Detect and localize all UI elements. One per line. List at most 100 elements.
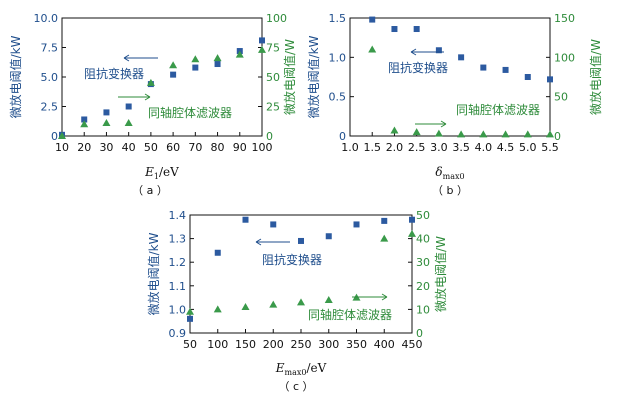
data-point-coaxial-filter xyxy=(124,119,133,127)
right-tick-label: 0 xyxy=(554,130,561,143)
data-point-coaxial-filter xyxy=(258,45,266,53)
left-tick-label: 1.2 xyxy=(169,256,187,269)
data-point-coaxial-filter xyxy=(146,78,155,86)
chart-panel-a: 10 20 30 40 50 60 70 80 90 100 0 2.5 5.0 7.5 10.0 0 25… xyxy=(8,12,297,197)
data-point-impedance-transformer xyxy=(391,26,398,33)
data-point-impedance-transformer xyxy=(524,74,531,80)
data-point-coaxial-filter xyxy=(186,307,194,315)
x-axis-ticks: 50 100 150 200 250 300 350 400 450 xyxy=(183,329,423,351)
x-tick-label: 80 xyxy=(211,141,225,154)
data-point-impedance-transformer xyxy=(353,221,360,228)
data-point-coaxial-filter xyxy=(269,300,278,308)
x-tick-label: 450 xyxy=(402,338,423,351)
right-arrow-icon xyxy=(415,120,447,128)
legend-coaxial-filter: 同轴腔体滤波器 xyxy=(415,102,540,128)
left-tick-label: 1.0 xyxy=(329,51,347,64)
x-tick-label: 40 xyxy=(122,141,136,154)
data-point-impedance-transformer xyxy=(458,54,465,61)
legend-impedance-transformer: 阻抗变换器 xyxy=(388,48,448,75)
legend-label: 同轴腔体滤波器 xyxy=(148,105,232,120)
x-axis-label-sub: max0 xyxy=(443,172,465,181)
data-point-coaxial-filter xyxy=(102,119,111,127)
left-axis-ticks: 0.9 1.0 1.1 1.2 1.3 1.4 xyxy=(169,209,194,340)
data-marks xyxy=(58,37,266,139)
x-tick-label: 4.0 xyxy=(475,141,493,154)
x-tick-label: 400 xyxy=(374,338,395,351)
data-point-coaxial-filter xyxy=(434,129,443,137)
data-point-coaxial-filter xyxy=(297,298,305,306)
legend-label: 阻抗变换器 xyxy=(262,252,322,267)
x-axis-ticks: 1.0 1.5 2.0 2.5 3.0 3.5 4.0 4.5 5.0 5.5 xyxy=(341,132,559,154)
data-point-coaxial-filter xyxy=(368,45,377,53)
right-tick-label: 50 xyxy=(554,91,568,104)
data-marks xyxy=(368,16,554,138)
data-point-impedance-transformer xyxy=(192,64,199,71)
right-tick-label: 20 xyxy=(416,280,430,293)
x-tick-label: 350 xyxy=(346,338,367,351)
x-axis-label-main: E xyxy=(144,165,154,179)
data-point-coaxial-filter xyxy=(213,54,222,62)
right-tick-label: 25 xyxy=(266,101,280,114)
left-tick-label: 2.5 xyxy=(41,101,59,114)
plot-frame xyxy=(349,17,551,137)
left-axis-ticks: 0 0.5 1.0 1.5 xyxy=(329,12,354,143)
right-tick-label: 150 xyxy=(554,12,575,25)
right-tick-label: 75 xyxy=(266,42,280,55)
data-point-coaxial-filter xyxy=(408,229,416,237)
right-tick-label: 100 xyxy=(554,51,575,64)
x-tick-label: 5.5 xyxy=(541,141,559,154)
left-tick-label: 0.5 xyxy=(329,91,347,104)
data-point-impedance-transformer xyxy=(214,61,221,68)
right-arrow-icon xyxy=(118,93,151,101)
data-point-impedance-transformer xyxy=(170,71,177,78)
right-axis-label: 微放电阈值/W xyxy=(433,236,448,312)
legend-coaxial-filter: 同轴腔体滤波器 xyxy=(118,93,232,120)
legend-impedance-transformer: 阻抗变换器 xyxy=(255,238,322,267)
legend-label: 阻抗变换器 xyxy=(388,60,448,75)
data-point-coaxial-filter xyxy=(479,130,488,138)
legend-label: 阻抗变换器 xyxy=(84,66,144,81)
right-tick-label: 50 xyxy=(416,209,430,222)
x-tick-label: 1.0 xyxy=(341,141,359,154)
data-point-coaxial-filter xyxy=(324,295,333,303)
left-tick-label: 1.3 xyxy=(169,233,187,246)
left-axis-label: 微放电阈值/kW xyxy=(8,35,23,118)
x-tick-label: 1.5 xyxy=(363,141,381,154)
x-axis-label-unit: /eV xyxy=(306,361,326,375)
left-tick-label: 1.1 xyxy=(169,280,187,293)
right-tick-label: 30 xyxy=(416,256,430,269)
right-tick-label: 50 xyxy=(266,71,280,84)
x-tick-label: 10 xyxy=(55,141,69,154)
data-point-impedance-transformer xyxy=(214,249,221,256)
x-tick-label: 250 xyxy=(291,338,312,351)
legend-impedance-transformer: 阻抗变换器 xyxy=(84,54,158,81)
data-point-coaxial-filter xyxy=(80,120,89,128)
right-tick-label: 0 xyxy=(416,327,423,340)
data-point-coaxial-filter xyxy=(380,234,389,242)
data-point-coaxial-filter xyxy=(390,126,399,134)
x-tick-label: 150 xyxy=(235,338,256,351)
right-axis-ticks: 0 50 100 150 xyxy=(546,12,575,143)
x-tick-label: 20 xyxy=(77,141,91,154)
panel-caption: （ b ） xyxy=(432,184,468,197)
x-tick-label: 70 xyxy=(188,141,202,154)
legend-label: 同轴腔体滤波器 xyxy=(456,102,540,117)
x-tick-label: 300 xyxy=(318,338,339,351)
chart-panel-b: 1.0 1.5 2.0 2.5 3.0 3.5 4.0 4.5 5.0 5.5 00.51.01.… xyxy=(306,12,603,197)
x-tick-label: 30 xyxy=(99,141,113,154)
x-axis-label-sub: 1 xyxy=(154,172,159,181)
data-point-impedance-transformer xyxy=(369,16,376,23)
data-point-impedance-transformer xyxy=(547,76,553,83)
legend-label: 同轴腔体滤波器 xyxy=(308,307,392,322)
data-point-impedance-transformer xyxy=(435,47,442,54)
data-point-coaxial-filter xyxy=(523,130,532,138)
data-point-impedance-transformer xyxy=(270,221,277,228)
panel-caption: （ c ） xyxy=(278,380,313,393)
x-axis-label: δmax0 xyxy=(435,165,464,181)
data-point-impedance-transformer xyxy=(413,26,420,33)
x-axis-label-main: δ xyxy=(435,165,442,179)
right-arrow-icon xyxy=(352,293,388,301)
x-tick-label: 100 xyxy=(252,141,273,154)
data-point-impedance-transformer xyxy=(187,315,193,322)
